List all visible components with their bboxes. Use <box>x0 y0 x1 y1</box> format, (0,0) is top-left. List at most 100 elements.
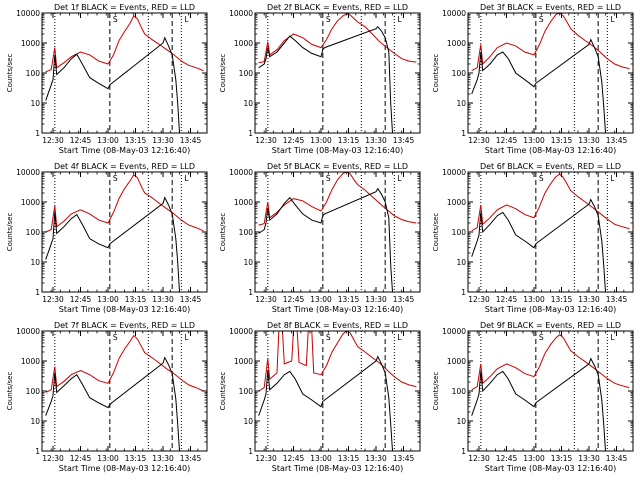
marker-label-l: L <box>184 174 189 183</box>
y-tick-label: 1000 <box>21 39 40 48</box>
y-tick-label: 10000 <box>16 168 40 177</box>
panel-7: Det 7f BLACK = Events, RED = LLD S L 1 10 100… <box>6 321 208 473</box>
x-tick-label: 13:00 <box>310 454 332 463</box>
panel-title: Det 4f BLACK = Events, RED = LLD <box>54 162 195 171</box>
x-tick-label: 13:30 <box>365 136 387 145</box>
marker-label-s: S <box>539 174 544 183</box>
x-tick-label: 13:15 <box>338 136 360 145</box>
y-axis-label: Counts/sec <box>6 372 14 411</box>
x-tick-label: 13:15 <box>125 454 147 463</box>
y-tick-label: 1000 <box>447 39 466 48</box>
series-line-events <box>471 357 606 451</box>
y-axis-label: Counts/sec <box>219 213 227 252</box>
x-tick-label: 12:45 <box>496 295 518 304</box>
x-tick-label: 13:00 <box>310 136 332 145</box>
y-tick-label: 100 <box>452 387 467 396</box>
marker-label-s: S <box>326 174 331 183</box>
x-tick-label: 13:15 <box>551 295 573 304</box>
y-tick-label: 10000 <box>442 9 466 18</box>
series-line-lld <box>45 15 204 73</box>
y-axis-label: Counts/sec <box>6 54 14 93</box>
x-tick-label: 12:45 <box>70 295 92 304</box>
x-tick-label: 13:45 <box>393 295 415 304</box>
panel-title: Det 9f BLACK = Events, RED = LLD <box>480 321 621 330</box>
marker-label-l: L <box>397 333 402 342</box>
y-tick-label: 1000 <box>447 357 466 366</box>
y-tick-label: 10 <box>456 417 466 426</box>
series-line-lld <box>471 13 630 72</box>
plot-frame <box>254 12 421 134</box>
y-tick-label: 10000 <box>229 9 253 18</box>
y-axis-label: Counts/sec <box>432 54 440 93</box>
y-tick-label: 100 <box>26 387 41 396</box>
y-tick-label: 1 <box>35 447 40 456</box>
x-tick-label: 13:45 <box>180 295 202 304</box>
x-tick-label: 12:45 <box>496 136 518 145</box>
y-tick-label: 10000 <box>16 327 40 336</box>
series-line-events <box>471 198 606 292</box>
x-tick-label: 13:30 <box>152 295 174 304</box>
marker-label-s: S <box>326 333 331 342</box>
y-tick-label: 10000 <box>442 327 466 336</box>
x-tick-label: 13:15 <box>125 136 147 145</box>
y-tick-label: 10000 <box>229 168 253 177</box>
series-line-lld <box>45 174 204 233</box>
x-tick-label: 12:30 <box>468 454 490 463</box>
y-tick-label: 10000 <box>16 9 40 18</box>
marker-label-l: L <box>610 15 615 24</box>
plot-frame <box>41 171 208 293</box>
marker-label-s: S <box>113 333 118 342</box>
y-tick-label: 10000 <box>229 327 253 336</box>
y-tick-label: 1 <box>248 129 253 138</box>
y-tick-label: 100 <box>26 228 41 237</box>
series-line-events <box>45 356 180 451</box>
y-tick-label: 10 <box>456 258 466 267</box>
y-tick-label: 10 <box>243 417 253 426</box>
y-tick-label: 1 <box>248 288 253 297</box>
y-tick-label: 1000 <box>234 357 253 366</box>
y-tick-label: 1000 <box>21 357 40 366</box>
y-tick-label: 1 <box>461 129 466 138</box>
series-line-events <box>258 355 393 451</box>
panel-9: Det 9f BLACK = Events, RED = LLD S L 1 10 100… <box>432 321 634 473</box>
marker-label-s: S <box>539 15 544 24</box>
panel-3: Det 3f BLACK = Events, RED = LLD S L 1 10 100… <box>432 3 634 155</box>
marker-label-s: S <box>539 333 544 342</box>
x-axis-label: Start Time (08-May-03 12:16:40) <box>272 305 403 314</box>
x-tick-label: 12:30 <box>468 295 490 304</box>
marker-label-l: L <box>184 333 189 342</box>
y-tick-label: 1000 <box>21 198 40 207</box>
x-tick-label: 12:45 <box>70 454 92 463</box>
x-tick-label: 13:45 <box>393 136 415 145</box>
y-tick-label: 1 <box>35 129 40 138</box>
x-tick-label: 13:30 <box>365 454 387 463</box>
x-tick-label: 13:30 <box>578 454 600 463</box>
y-tick-label: 1000 <box>234 39 253 48</box>
y-tick-label: 100 <box>239 69 254 78</box>
x-tick-label: 12:45 <box>283 454 305 463</box>
panel-title: Det 7f BLACK = Events, RED = LLD <box>54 321 195 330</box>
x-tick-label: 13:15 <box>338 454 360 463</box>
marker-label-l: L <box>397 174 402 183</box>
series-line-events <box>45 196 180 292</box>
plot-frame <box>254 330 421 452</box>
y-axis-label: Counts/sec <box>219 372 227 411</box>
x-axis-label: Start Time (08-May-03 12:16:40) <box>485 464 616 473</box>
y-tick-label: 1000 <box>234 198 253 207</box>
y-tick-label: 10 <box>456 99 466 108</box>
x-axis-label: Start Time (08-May-03 12:16:40) <box>485 305 616 314</box>
x-tick-label: 13:45 <box>393 454 415 463</box>
x-tick-label: 13:00 <box>523 454 545 463</box>
y-tick-label: 100 <box>239 387 254 396</box>
panel-5: Det 5f BLACK = Events, RED = LLD S L 1 10 100… <box>219 162 421 314</box>
y-tick-label: 10 <box>243 258 253 267</box>
panel-title: Det 1f BLACK = Events, RED = LLD <box>54 3 195 12</box>
x-tick-label: 13:30 <box>365 295 387 304</box>
y-tick-label: 1 <box>248 447 253 456</box>
y-tick-label: 10 <box>243 99 253 108</box>
y-axis-label: Counts/sec <box>219 54 227 93</box>
x-tick-label: 12:30 <box>255 295 277 304</box>
panel-1: Det 1f BLACK = Events, RED = LLD S L 1 10 100… <box>6 3 208 155</box>
x-tick-label: 12:30 <box>42 295 64 304</box>
